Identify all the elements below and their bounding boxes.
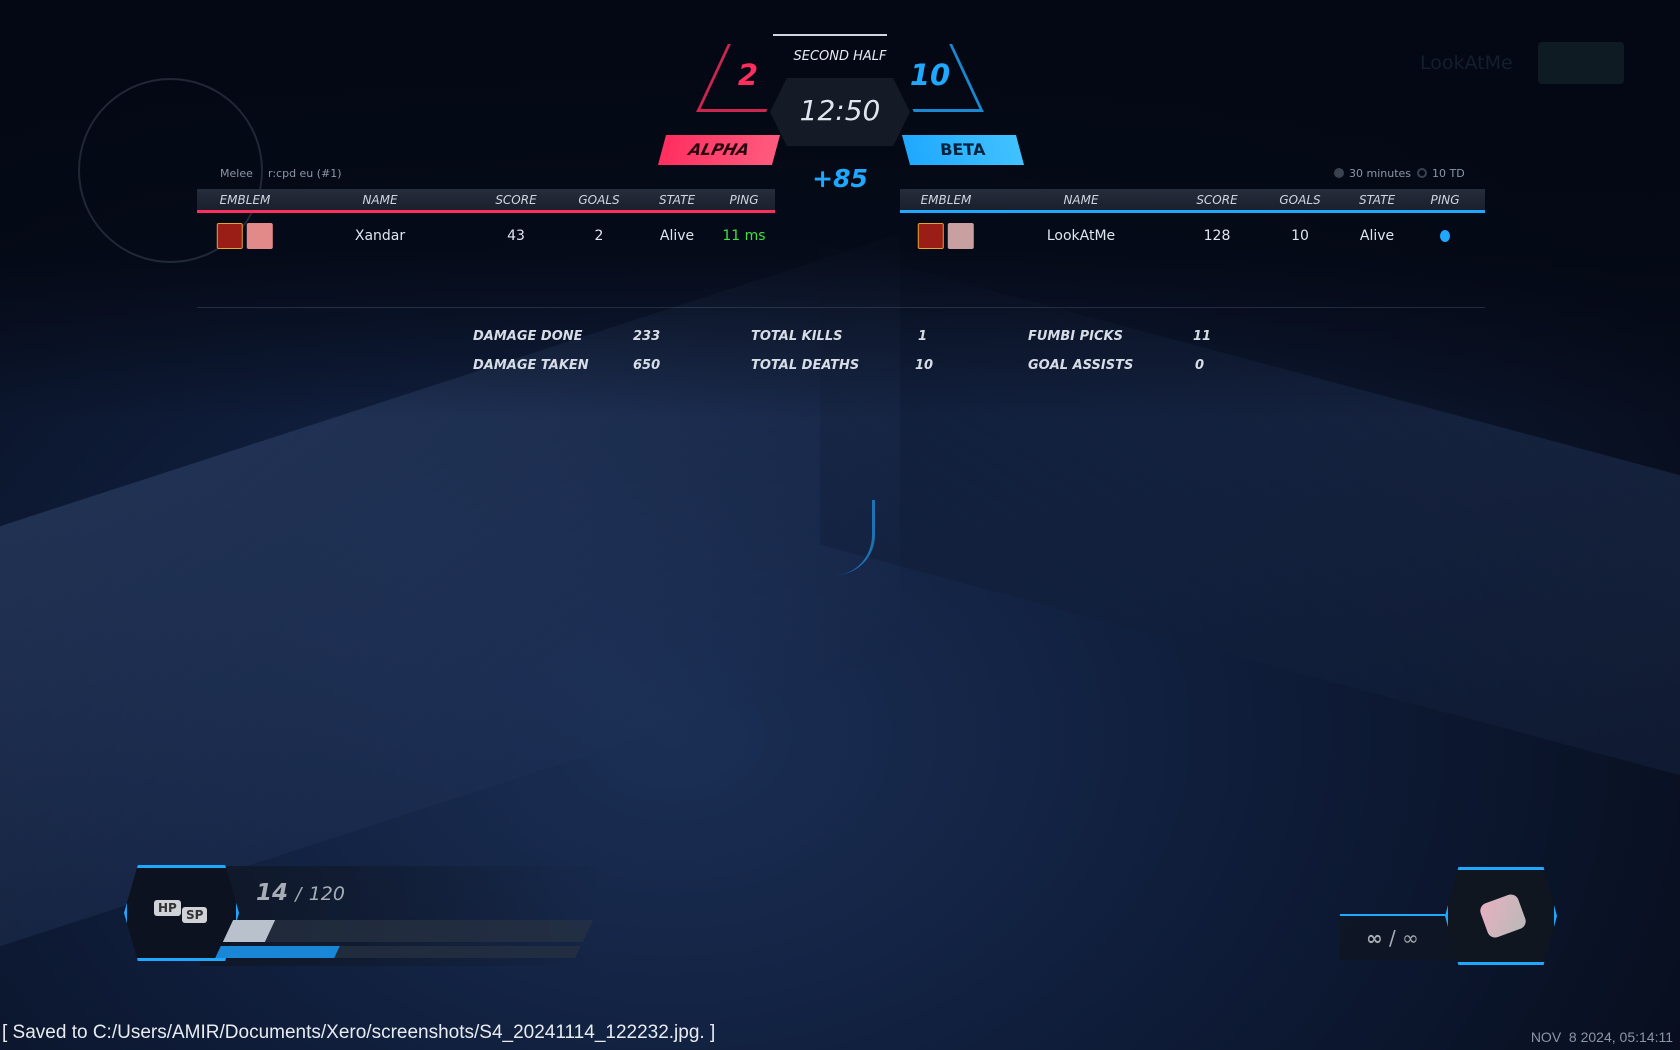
col-goals: GOALS <box>578 192 620 207</box>
match-timer: 12:50 <box>799 94 881 127</box>
ammo-readout: ∞ / ∞ <box>1366 926 1419 950</box>
emblem <box>216 223 274 253</box>
beta-team-badge: BETA <box>901 135 1025 165</box>
ammo-separator: / <box>1389 926 1396 950</box>
col-goals: GOALS <box>1279 192 1321 207</box>
rank-emblem-icon <box>216 223 243 249</box>
player-goals: 2 <box>594 228 604 244</box>
player-name: Xandar <box>354 228 406 244</box>
col-score: SCORE <box>495 192 537 207</box>
col-name: NAME <box>1063 192 1099 207</box>
hp-readout: 14 / 120 <box>256 880 345 906</box>
alpha-team-badge: ALPHA <box>657 135 781 165</box>
score-difference: +85 <box>812 164 868 193</box>
hp-bar-fill <box>222 920 276 942</box>
stat-value-goal-assists: 0 <box>1195 358 1205 373</box>
col-name: NAME <box>362 192 398 207</box>
screenshot-saved-message: [ Saved to C:/Users/AMIR/Documents/Xero/… <box>2 1022 716 1043</box>
player-state: Alive <box>1359 228 1395 244</box>
stat-label-total-kills: TOTAL KILLS <box>751 329 843 344</box>
stat-value-total-kills: 1 <box>918 329 928 344</box>
hp-bar <box>222 920 594 942</box>
alpha-score: 2 <box>737 58 759 92</box>
stat-label-goal-assists: GOAL ASSISTS <box>1028 358 1134 373</box>
game-mode: Melee <box>220 167 253 180</box>
spectate-name: LookAtMe <box>1420 52 1513 74</box>
sp-icon: SP <box>182 907 208 923</box>
goal-limit: 10 TD <box>1432 167 1465 180</box>
server-name: r:cpd eu (#1) <box>268 167 342 180</box>
phase-divider <box>773 34 887 36</box>
rank-emblem-icon <box>917 223 944 249</box>
hp-max: 120 <box>308 883 345 905</box>
player-state: Alive <box>659 228 695 244</box>
col-ping: PING <box>729 192 759 207</box>
match-phase: SECOND HALF <box>793 49 887 64</box>
stat-value-damage-done: 233 <box>633 329 661 344</box>
player-goals: 10 <box>1291 228 1309 244</box>
ammo-max: ∞ <box>1402 926 1419 950</box>
timer-box <box>770 78 910 146</box>
alpha-table-header: EMBLEM NAME SCORE GOALS STATE PING <box>197 189 775 213</box>
time-limit: 30 minutes <box>1349 167 1412 180</box>
table-row[interactable]: Xandar 43 2 Alive 11 ms <box>197 221 775 255</box>
spectate-avatar <box>1538 42 1624 84</box>
emblem <box>917 223 975 253</box>
col-score: SCORE <box>1196 192 1238 207</box>
col-state: STATE <box>658 192 696 207</box>
beta-table-header: EMBLEM NAME SCORE GOALS STATE PING <box>900 189 1485 213</box>
player-ping: 11 ms <box>722 228 766 244</box>
hp-current: 14 <box>256 880 289 906</box>
stat-label-total-deaths: TOTAL DEATHS <box>751 358 860 373</box>
stat-value-total-deaths: 10 <box>915 358 934 373</box>
badge-icon <box>948 223 975 249</box>
stat-label-damage-done: DAMAGE DONE <box>473 329 583 344</box>
player-name: LookAtMe <box>1046 228 1116 244</box>
minimap <box>78 78 263 263</box>
col-state: STATE <box>1358 192 1396 207</box>
player-score: 128 <box>1203 228 1231 244</box>
alpha-table: EMBLEM NAME SCORE GOALS STATE PING Xanda… <box>197 189 775 255</box>
crosshair-icon <box>815 500 875 575</box>
stat-label-fumbi-picks: FUMBI PICKS <box>1028 329 1123 344</box>
stat-label-damage-taken: DAMAGE TAKEN <box>473 358 589 373</box>
sp-bar-fill <box>215 946 340 958</box>
badge-icon <box>247 223 274 249</box>
player-score: 43 <box>507 228 525 244</box>
beta-score: 10 <box>909 58 951 92</box>
target-icon <box>1417 168 1427 178</box>
col-emblem: EMBLEM <box>219 192 271 207</box>
connection-icon <box>1440 230 1450 242</box>
hp-separator: / <box>295 884 302 905</box>
clock-icon <box>1334 168 1344 178</box>
col-ping: PING <box>1430 192 1460 207</box>
stat-value-fumbi-picks: 11 <box>1193 329 1212 344</box>
stats-divider <box>197 307 1485 308</box>
ammo-current: ∞ <box>1366 926 1383 950</box>
beta-table: EMBLEM NAME SCORE GOALS STATE PING LookA… <box>900 189 1485 255</box>
col-emblem: EMBLEM <box>920 192 972 207</box>
hp-icon: HP <box>154 900 181 916</box>
stat-value-damage-taken: 650 <box>633 358 661 373</box>
sp-bar <box>215 946 581 958</box>
datetime: NOV 8 2024, 05:14:11 <box>1530 1029 1673 1045</box>
hp-sp-hex <box>124 865 239 961</box>
table-row[interactable]: LookAtMe 128 10 Alive <box>900 221 1485 255</box>
